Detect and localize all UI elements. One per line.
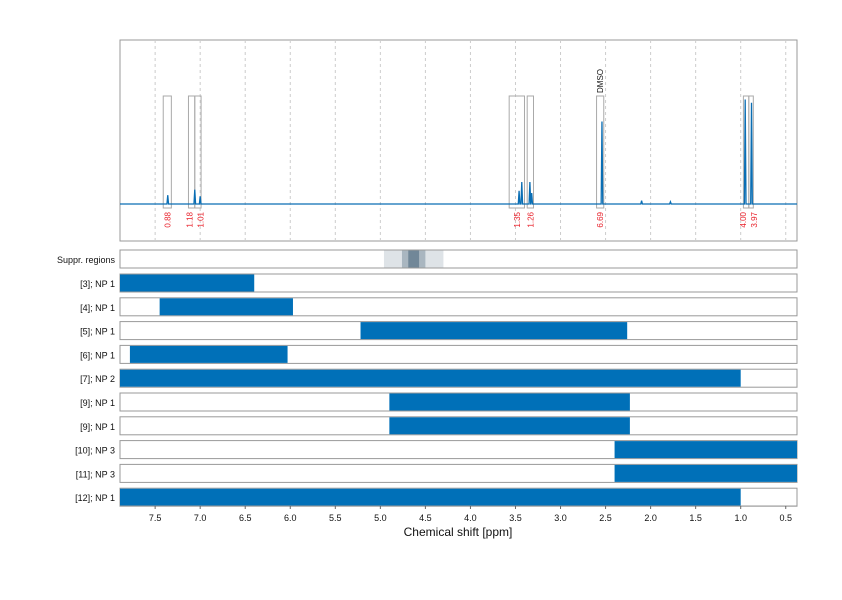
spectrum-line	[120, 99, 797, 205]
row-bar	[159, 298, 293, 316]
x-tick-label: 5.0	[374, 513, 387, 523]
row-label: [3]; NP 1	[80, 279, 115, 289]
row-bar	[389, 417, 630, 435]
row-label: [9]; NP 1	[80, 398, 115, 408]
row-bar	[360, 322, 628, 340]
x-tick-label: 6.0	[284, 513, 297, 523]
row-label: [11]; NP 3	[76, 469, 115, 479]
x-tick-label: 7.5	[149, 513, 162, 523]
integral-label: 1.01	[196, 211, 205, 227]
x-tick-label: 3.5	[509, 513, 522, 523]
integral-label: 1.26	[526, 211, 535, 227]
row-bar	[389, 393, 630, 411]
x-tick-label: 4.0	[464, 513, 477, 523]
x-tick-label: 1.5	[689, 513, 702, 523]
x-tick-label: 1.0	[734, 513, 747, 523]
x-tick-label: 6.5	[239, 513, 252, 523]
suppr-row-frame	[119, 249, 798, 269]
row-label: Suppr. regions	[57, 255, 116, 265]
row-frame	[119, 344, 798, 364]
integration-box	[162, 95, 172, 209]
row-bar	[614, 464, 797, 482]
x-tick-label: 0.5	[779, 513, 792, 523]
integral-label: 1.18	[185, 211, 194, 227]
x-tick-label: 5.5	[329, 513, 342, 523]
integral-label: 6.69	[596, 211, 605, 227]
integration-box	[194, 95, 202, 209]
row-label: [5]; NP 1	[80, 327, 115, 337]
row-bar	[614, 441, 797, 459]
integral-label: 1.35	[513, 211, 522, 227]
row-label: [9]; NP 1	[80, 422, 115, 432]
row-bar	[120, 274, 255, 292]
row-label: [7]; NP 2	[80, 374, 115, 384]
row-bar	[129, 345, 288, 363]
row-bar	[120, 488, 741, 506]
integration-box	[526, 95, 534, 209]
row-label: [4]; NP 1	[80, 303, 115, 313]
spectrum-frame	[119, 39, 798, 242]
integration-box	[748, 95, 754, 209]
row-label: [10]; NP 3	[75, 446, 115, 456]
suppressed-band	[408, 250, 420, 268]
integration-box	[508, 95, 525, 209]
row-bar	[120, 369, 741, 387]
integration-box	[596, 95, 605, 209]
x-axis-label: Chemical shift [ppm]	[404, 525, 513, 539]
x-tick-label: 2.5	[599, 513, 612, 523]
integral-label: 4.00	[739, 211, 748, 227]
integral-label: 0.88	[163, 211, 172, 227]
row-label: [6]; NP 1	[80, 350, 115, 360]
x-tick-label: 4.5	[419, 513, 432, 523]
x-tick-label: 7.0	[194, 513, 207, 523]
x-tick-label: 2.0	[644, 513, 657, 523]
x-tick-label: 3.0	[554, 513, 567, 523]
integral-label: 3.97	[750, 211, 759, 227]
row-label: [12]; NP 1	[75, 493, 115, 503]
peak-annotation: DMSO	[596, 69, 605, 93]
